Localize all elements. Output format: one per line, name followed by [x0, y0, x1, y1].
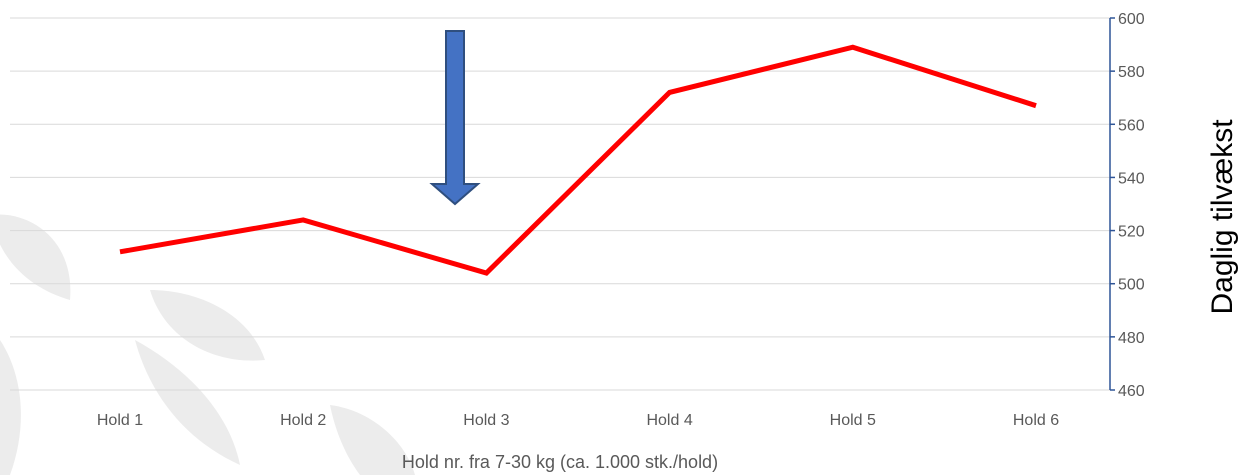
watermark-leaf-3: [135, 340, 240, 465]
x-tick-label-6: Hold 6: [1013, 412, 1059, 429]
y-tick-label-500: 500: [1118, 277, 1145, 294]
y-tick-label-600: 600: [1118, 11, 1145, 28]
x-tick-label-2: Hold 2: [280, 412, 326, 429]
series-line-1: [119, 44, 1037, 276]
x-tick-label-4: Hold 4: [646, 412, 692, 429]
x-tick-label-5: Hold 5: [830, 412, 876, 429]
gridlines: [10, 17, 1110, 391]
watermark-leaf-5: [330, 405, 415, 475]
watermark-leaf-4: [0, 340, 21, 475]
down-arrow-annotation: [429, 30, 481, 206]
y-axis: [1109, 17, 1115, 391]
series-lines: [119, 44, 1037, 276]
y-tick-label-480: 480: [1118, 330, 1145, 347]
watermark-leaf-2: [150, 290, 265, 361]
x-tick-label-3: Hold 3: [463, 412, 509, 429]
watermark-leaf-shapes: [0, 214, 415, 475]
y-axis-title: Daglig tilvækst: [1206, 119, 1239, 315]
watermark-leaf-1: [0, 214, 71, 300]
y-tick-label-580: 580: [1118, 64, 1145, 81]
y-tick-label-520: 520: [1118, 224, 1145, 241]
y-tick-label-540: 540: [1118, 170, 1145, 187]
x-tick-labels: Hold 1 Hold 2 Hold 3 Hold 4 Hold 5 Hold 6: [97, 412, 1059, 429]
x-axis-title: Hold nr. fra 7-30 kg (ca. 1.000 stk./hol…: [402, 452, 718, 472]
annotation: [429, 30, 481, 206]
x-tick-label-1: Hold 1: [97, 412, 143, 429]
y-tick-labels: 460 480 500 520 540 560 580 600: [1118, 11, 1145, 400]
y-tick-label-560: 560: [1118, 117, 1145, 134]
y-tick-label-460: 460: [1118, 383, 1145, 400]
